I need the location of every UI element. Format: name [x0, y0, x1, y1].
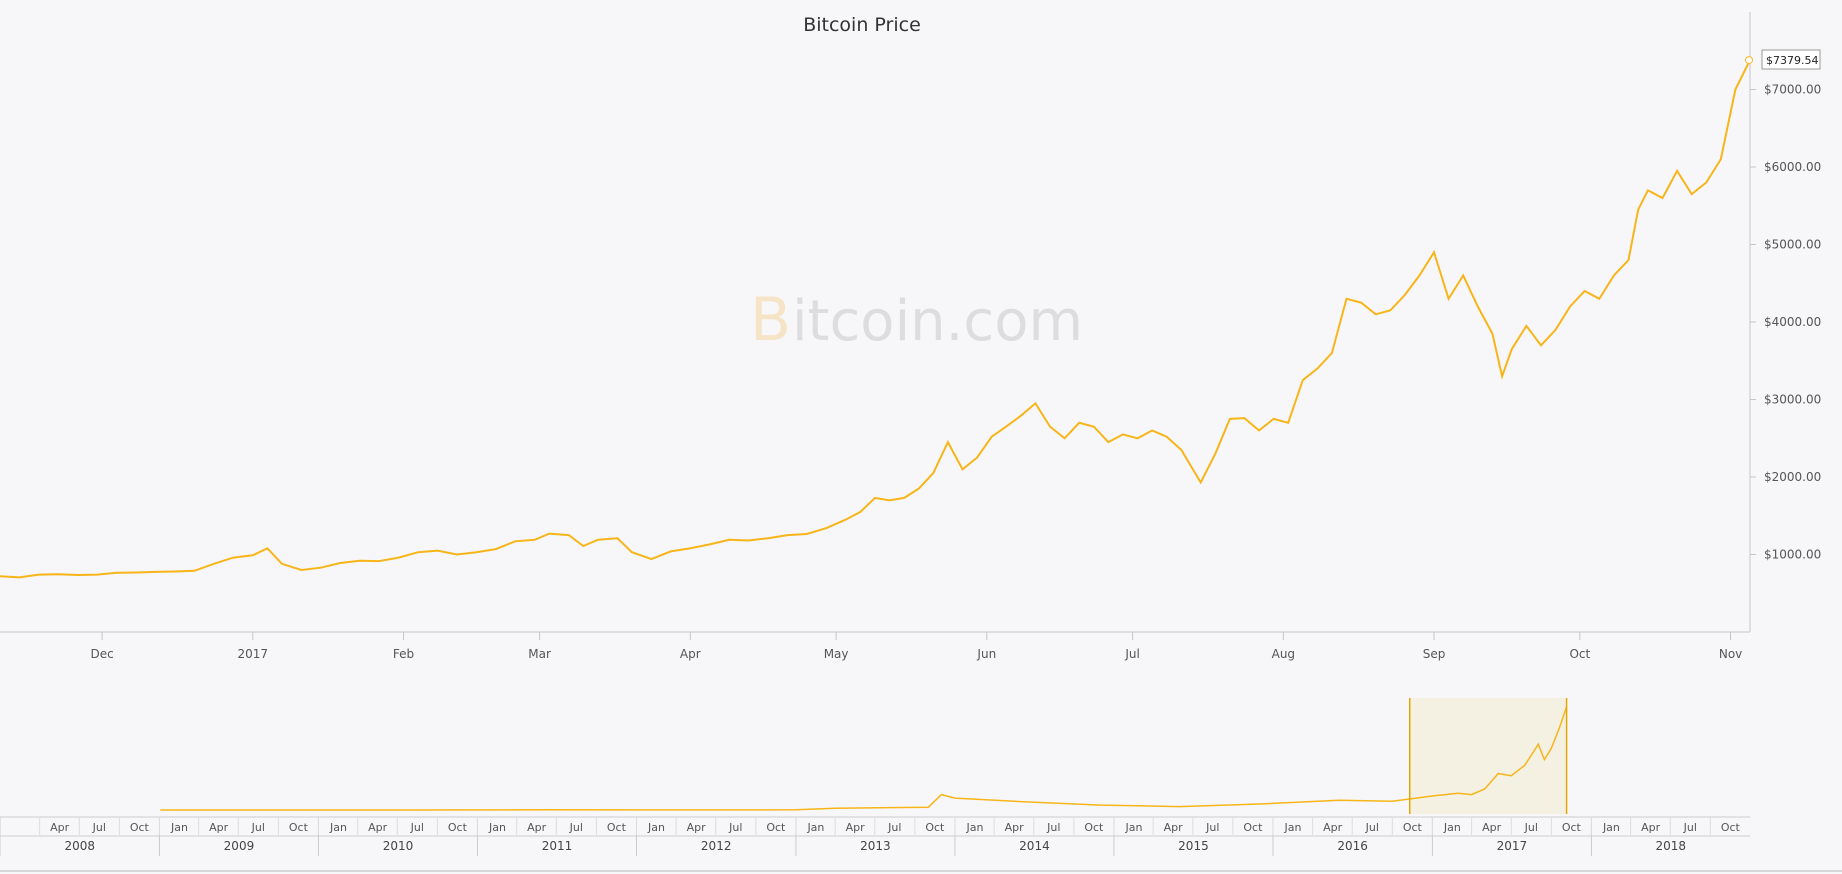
- x-tick-label: 2017: [238, 647, 269, 661]
- navigator-year-label: 2017: [1497, 839, 1528, 853]
- navigator-year-label: 2008: [64, 839, 95, 853]
- navigator-month-label: Oct: [1562, 821, 1582, 834]
- navigator-month-label: Apr: [368, 821, 388, 834]
- navigator-month-label: Jul: [410, 821, 424, 834]
- navigator-month-label: Apr: [1482, 821, 1502, 834]
- navigator-month-label: Oct: [448, 821, 468, 834]
- navigator-year-label: 2009: [224, 839, 255, 853]
- x-tick-label: Sep: [1423, 647, 1446, 661]
- navigator-year-label: 2016: [1337, 839, 1368, 853]
- y-tick-label: $4000.00: [1764, 315, 1821, 329]
- x-tick-label: Jul: [1124, 647, 1139, 661]
- y-tick-label: $3000.00: [1764, 393, 1821, 407]
- navigator-month-label: Oct: [1243, 821, 1263, 834]
- navigator-month-label: Apr: [1005, 821, 1025, 834]
- navigator-month-label: Jan: [1602, 821, 1620, 834]
- y-tick-label: $6000.00: [1764, 160, 1821, 174]
- navigator-month-label: Apr: [687, 821, 707, 834]
- x-tick-label: May: [824, 647, 849, 661]
- navigator-month-label: Oct: [289, 821, 309, 834]
- navigator-month-label: Jan: [170, 821, 188, 834]
- navigator-month-label: Jul: [1683, 821, 1697, 834]
- navigator-month-label: Oct: [925, 821, 945, 834]
- navigator-month-label: Jul: [251, 821, 265, 834]
- x-tick-label: Oct: [1569, 647, 1590, 661]
- navigator-month-label: Jan: [806, 821, 824, 834]
- navigator-year-label: 2010: [383, 839, 414, 853]
- watermark-b-logo: B: [750, 285, 791, 355]
- x-tick-label: Jun: [976, 647, 996, 661]
- y-tick-label: $5000.00: [1764, 238, 1821, 252]
- x-tick-label: Dec: [90, 647, 113, 661]
- last-point-marker[interactable]: [1745, 56, 1753, 65]
- navigator-month-label: Apr: [50, 821, 70, 834]
- navigator-month-label: Apr: [1641, 821, 1661, 834]
- x-tick-label: Apr: [680, 647, 701, 661]
- navigator-month-label: Apr: [1164, 821, 1184, 834]
- navigator-month-label: Jul: [1524, 821, 1538, 834]
- navigator-month-label: Apr: [846, 821, 866, 834]
- last-value-label: $7379.54: [1761, 49, 1821, 70]
- price-series-line: [0, 59, 1751, 579]
- navigator-month-label: Jan: [1443, 821, 1461, 834]
- navigator-month-label: Jul: [569, 821, 583, 834]
- x-tick-label: Aug: [1272, 647, 1295, 661]
- x-tick-label: Mar: [528, 647, 551, 661]
- navigator-month-label: Jan: [965, 821, 983, 834]
- navigator-month-label: Jul: [92, 821, 106, 834]
- navigator-month-label: Apr: [527, 821, 547, 834]
- last-value-text: $7379.54: [1766, 54, 1819, 67]
- navigator-month-label: Jul: [1365, 821, 1379, 834]
- navigator-month-label: Oct: [1721, 821, 1741, 834]
- navigator-year-label: 2013: [860, 839, 891, 853]
- navigator-month-label: Jul: [1046, 821, 1060, 834]
- y-tick-label: $7000.00: [1764, 83, 1821, 97]
- navigator-month-label: Oct: [1084, 821, 1104, 834]
- last-value-box: [1761, 49, 1821, 70]
- navigator-year-label: 2018: [1655, 839, 1686, 853]
- navigator-year-label: 2011: [542, 839, 573, 853]
- chart-title: Bitcoin Price: [803, 14, 921, 36]
- navigator-month-label: Apr: [209, 821, 229, 834]
- navigator-month-label: Jul: [887, 821, 901, 834]
- navigator-year-label: 2015: [1178, 839, 1209, 853]
- watermark-text: itcoin.com: [792, 289, 1083, 354]
- navigator-month-label: Jul: [1205, 821, 1219, 834]
- navigator-month-label: Oct: [1403, 821, 1423, 834]
- navigator-month-label: Oct: [130, 821, 150, 834]
- navigator-month-label: Apr: [1323, 821, 1343, 834]
- navigator-month-label: Jan: [647, 821, 665, 834]
- navigator-month-label: Jan: [488, 821, 506, 834]
- navigator-series-line: [160, 706, 1568, 811]
- x-tick-label: Feb: [393, 647, 414, 661]
- navigator-year-label: 2012: [701, 839, 732, 853]
- navigator-month-label: Jan: [1124, 821, 1142, 834]
- y-tick-label: $2000.00: [1764, 470, 1821, 484]
- x-tick-label: Nov: [1719, 647, 1742, 661]
- navigator-month-label: Jan: [329, 821, 347, 834]
- watermark: B itcoin.com: [750, 285, 1083, 355]
- navigator-month-label: Oct: [607, 821, 627, 834]
- y-tick-label: $1000.00: [1764, 548, 1821, 562]
- navigator-month-label: Oct: [766, 821, 786, 834]
- navigator-month-label: Jan: [1283, 821, 1301, 834]
- navigator-year-label: 2014: [1019, 839, 1050, 853]
- navigator-month-label: Jul: [728, 821, 742, 834]
- navigator-selection[interactable]: [1409, 698, 1567, 814]
